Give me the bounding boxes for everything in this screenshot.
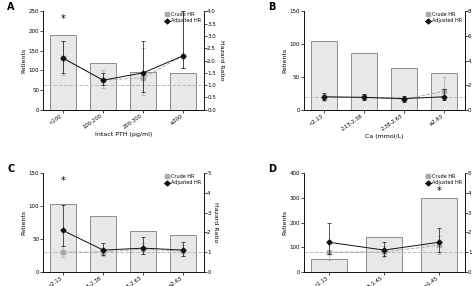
Y-axis label: Hazard Ratio: Hazard Ratio: [213, 202, 219, 243]
Y-axis label: Patients: Patients: [22, 48, 27, 73]
Bar: [90, 216, 116, 272]
Text: *: *: [61, 176, 65, 186]
Bar: [366, 237, 402, 272]
Y-axis label: Patients: Patients: [283, 48, 287, 73]
Bar: [130, 231, 156, 272]
X-axis label: Ca (mmol/L): Ca (mmol/L): [365, 134, 403, 139]
Y-axis label: Patients: Patients: [22, 210, 27, 235]
Legend: Crude HR, Adjusted HR: Crude HR, Adjusted HR: [162, 172, 203, 187]
Bar: [421, 198, 457, 272]
X-axis label: Intact PTH (pg/ml): Intact PTH (pg/ml): [94, 132, 152, 137]
Bar: [311, 41, 337, 110]
Text: C: C: [7, 164, 15, 174]
Bar: [170, 73, 196, 110]
Bar: [391, 68, 417, 110]
Bar: [130, 72, 156, 110]
Y-axis label: Patients: Patients: [283, 210, 287, 235]
Text: *: *: [437, 186, 442, 196]
Bar: [351, 53, 377, 110]
Legend: Crude HR, Adjusted HR: Crude HR, Adjusted HR: [423, 10, 464, 25]
Text: *: *: [61, 14, 65, 24]
Text: D: D: [268, 164, 276, 174]
Bar: [431, 73, 457, 110]
Bar: [311, 259, 346, 272]
Bar: [170, 235, 196, 272]
Text: A: A: [7, 2, 15, 12]
Legend: Crude HR, Adjusted HR: Crude HR, Adjusted HR: [162, 10, 203, 25]
Bar: [90, 63, 116, 110]
Text: B: B: [268, 2, 275, 12]
Legend: Crude HR, Adjusted HR: Crude HR, Adjusted HR: [423, 172, 464, 187]
Y-axis label: Hazard Ratio: Hazard Ratio: [219, 40, 224, 81]
Bar: [50, 204, 76, 272]
Bar: [50, 35, 76, 110]
